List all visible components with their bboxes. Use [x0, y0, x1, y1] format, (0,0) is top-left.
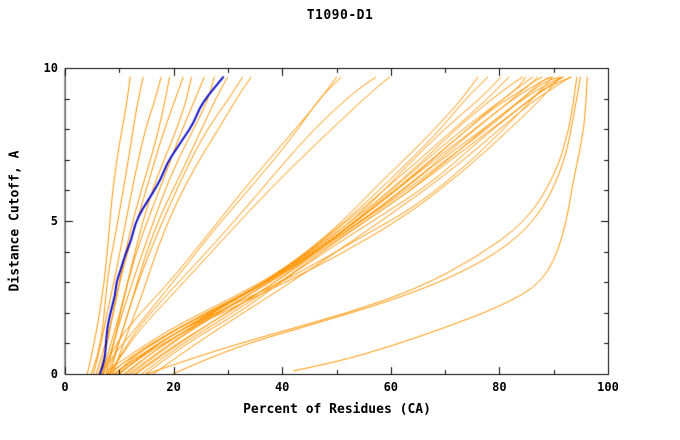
- x-tick-label: 80: [492, 380, 507, 394]
- y-tick-label: 10: [43, 61, 58, 75]
- x-tick-label: 60: [383, 380, 399, 394]
- x-tick-label: 0: [61, 380, 69, 394]
- x-axis-label: Percent of Residues (CA): [243, 402, 431, 417]
- y-tick-label: 0: [50, 367, 58, 381]
- chart-title: T1090-D1: [306, 8, 374, 23]
- x-tick-label: 40: [274, 380, 290, 394]
- y-axis-label: Distance Cutoff, A: [7, 150, 23, 292]
- y-tick-label: 5: [50, 214, 58, 228]
- x-tick-label: 100: [597, 380, 619, 394]
- x-tick-label: 20: [166, 380, 181, 394]
